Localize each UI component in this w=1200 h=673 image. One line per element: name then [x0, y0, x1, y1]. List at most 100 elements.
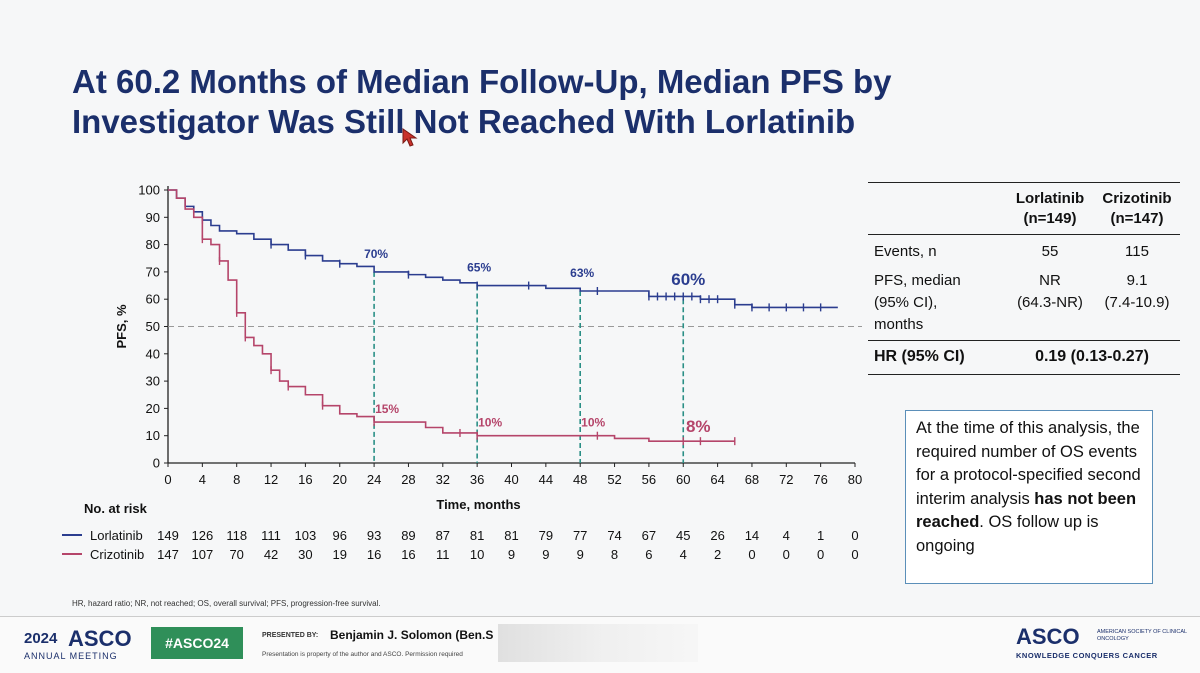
y-tick-label: 60 [146, 292, 160, 307]
lorlatinib-at-risk-count: 93 [367, 528, 381, 543]
y-tick-label: 80 [146, 237, 160, 252]
footer-society-name: AMERICAN SOCIETY OF CLINICAL ONCOLOGY [1097, 629, 1187, 642]
slide-title: At 60.2 Months of Median Follow-Up, Medi… [72, 62, 1072, 142]
y-tick-label: 70 [146, 264, 160, 279]
footer-tagline: KNOWLEDGE CONQUERS CANCER [1016, 651, 1158, 660]
crizotinib-at-risk-count: 16 [367, 547, 381, 562]
lorlatinib-at-risk-count: 14 [745, 528, 759, 543]
note-text: At the time of this analysis, the requir… [916, 419, 1141, 508]
x-tick-label: 44 [539, 472, 553, 487]
crizotinib-at-risk-name: Crizotinib [90, 547, 144, 562]
x-tick-label: 52 [607, 472, 621, 487]
crizotinib-at-risk-count: 11 [436, 547, 450, 562]
lorlatinib-at-risk-count: 96 [333, 528, 347, 543]
lorlatinib-landmark-label: 60% [671, 270, 705, 289]
x-tick-label: 64 [710, 472, 724, 487]
events-label: Events, n [874, 243, 937, 260]
crizotinib-at-risk-count: 2 [714, 547, 721, 562]
y-tick-label: 10 [146, 428, 160, 443]
x-tick-label: 24 [367, 472, 381, 487]
x-tick-label: 40 [504, 472, 518, 487]
lorlatinib-at-risk-count: 81 [470, 528, 484, 543]
x-tick-label: 72 [779, 472, 793, 487]
y-tick-label: 50 [146, 319, 160, 334]
lorlatinib-at-risk-count: 1 [817, 528, 824, 543]
pfs-crizotinib-1: 9.1 [1126, 272, 1148, 289]
crizotinib-at-risk-count: 0 [817, 547, 824, 562]
y-tick-label: 40 [146, 346, 160, 361]
y-tick-label: 20 [146, 401, 160, 416]
crizotinib-at-risk-count: 0 [748, 547, 755, 562]
lorlatinib-at-risk-count: 67 [642, 528, 656, 543]
x-tick-label: 32 [436, 472, 450, 487]
crizotinib-landmark-label: 10% [581, 416, 605, 430]
col2-header: Crizotinib [1102, 190, 1172, 207]
crizotinib-at-risk-count: 0 [851, 547, 858, 562]
x-tick-label: 20 [333, 472, 347, 487]
col1-n: (n=149) [1023, 210, 1077, 227]
col2-n: (n=147) [1110, 210, 1164, 227]
footer-asco-wordmark: ASCO [68, 626, 132, 651]
lorlatinib-at-risk-count: 0 [851, 528, 858, 543]
x-tick-label: 48 [573, 472, 587, 487]
crizotinib-at-risk-count: 147 [157, 547, 179, 562]
note-text-end: . OS follow up is ongoing [916, 513, 1099, 555]
footer-property-note: Presentation is property of the author a… [262, 651, 463, 658]
title-line-2: Investigator Was Still Not Reached With … [72, 103, 856, 140]
lorlatinib-at-risk-count: 77 [573, 528, 587, 543]
note-bold-text: has not been reached [916, 489, 1137, 532]
crizotinib-at-risk-count: 107 [191, 547, 213, 562]
crizotinib-at-risk-count: 9 [508, 547, 515, 562]
os-note-box: At the time of this analysis, the requir… [905, 410, 1153, 584]
crizotinib-at-risk-count: 10 [470, 547, 484, 562]
lorlatinib-km-curve [168, 189, 838, 309]
lorlatinib-at-risk-count: 74 [607, 528, 621, 543]
abbreviations-footnote: HR, hazard ratio; NR, not reached; OS, o… [72, 599, 381, 608]
lorlatinib-at-risk-count: 111 [261, 528, 281, 543]
footer-redacted-area [498, 624, 698, 662]
y-tick-label: 30 [146, 374, 160, 389]
crizotinib-at-risk-count: 6 [645, 547, 652, 562]
lorlatinib-at-risk-count: 4 [783, 528, 790, 543]
crizotinib-at-risk-count: 16 [401, 547, 415, 562]
crizotinib-at-risk-count: 4 [680, 547, 687, 562]
col1-header: Lorlatinib [1015, 190, 1085, 207]
y-tick-label: 0 [153, 456, 160, 471]
lorlatinib-at-risk-name: Lorlatinib [90, 528, 143, 543]
footer-hashtag-badge: #ASCO24 [151, 627, 243, 659]
x-tick-label: 16 [298, 472, 312, 487]
events-lorlatinib: 55 [1041, 243, 1059, 260]
x-tick-label: 12 [264, 472, 278, 487]
lorlatinib-at-risk-count: 87 [436, 528, 450, 543]
x-tick-label: 76 [813, 472, 827, 487]
table-top-rule [868, 182, 1180, 183]
lorlatinib-at-risk-count: 45 [676, 528, 690, 543]
x-tick-label: 60 [676, 472, 690, 487]
crizotinib-km-curve [168, 189, 735, 442]
crizotinib-at-risk-count: 42 [264, 547, 278, 562]
pfs-label-1: PFS, median [874, 272, 961, 289]
pfs-label-3: months [874, 316, 924, 333]
footer-asco-logo: ASCO [1016, 624, 1080, 649]
pfs-label-2: (95% CI), [874, 294, 938, 311]
lorlatinib-at-risk-count: 79 [539, 528, 553, 543]
crizotinib-at-risk-count: 9 [542, 547, 549, 562]
lorlatinib-landmark-label: 65% [467, 261, 491, 275]
lorlatinib-at-risk-count: 26 [710, 528, 724, 543]
lorlatinib-at-risk-count: 81 [504, 528, 518, 543]
x-tick-label: 4 [199, 472, 206, 487]
events-crizotinib: 115 [1125, 243, 1149, 260]
x-tick-label: 8 [233, 472, 240, 487]
hr-value: 0.19 (0.13-0.27) [1035, 348, 1149, 365]
footer-annual-meeting: ANNUAL MEETING [24, 651, 118, 661]
x-axis-label: Time, months [436, 497, 520, 512]
x-tick-label: 56 [642, 472, 656, 487]
crizotinib-landmark-label: 8% [686, 417, 711, 436]
crizotinib-landmark-label: 10% [478, 416, 502, 430]
lorlatinib-at-risk-count: 89 [401, 528, 415, 543]
pfs-lorlatinib-2: (64.3-NR) [1017, 294, 1083, 311]
y-tick-label: 90 [146, 210, 160, 225]
x-tick-label: 28 [401, 472, 415, 487]
table-header-rule [868, 234, 1180, 235]
mouse-pointer-icon [402, 128, 418, 147]
